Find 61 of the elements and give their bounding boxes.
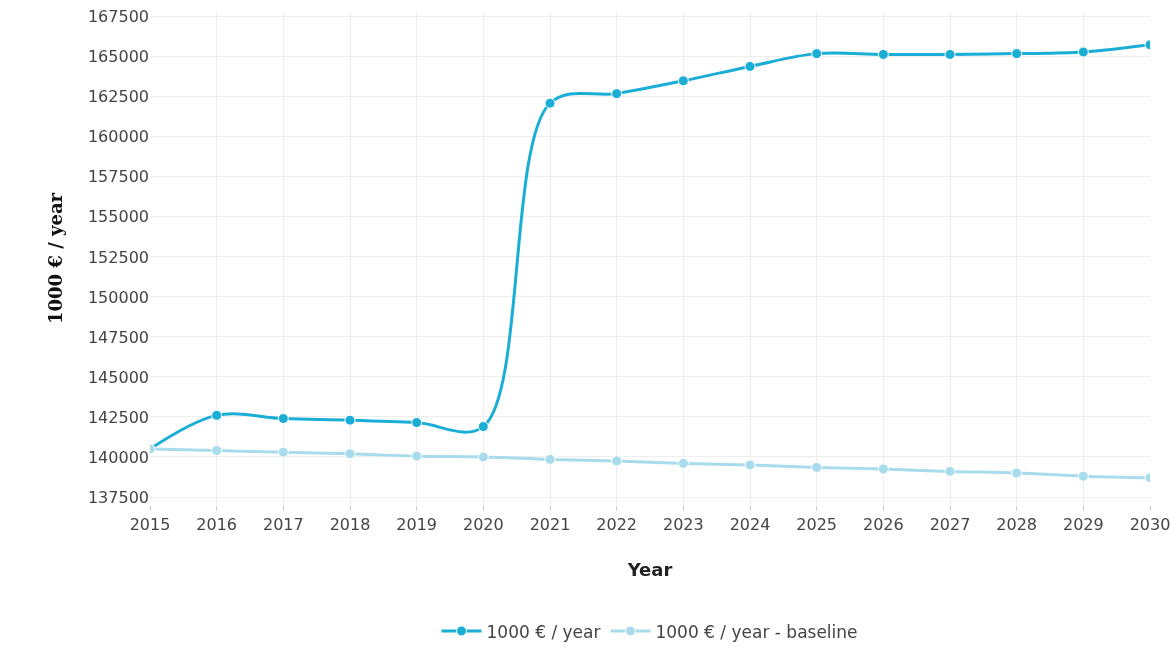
point — [677, 75, 689, 87]
point — [744, 459, 756, 471]
y-tick-label: 140000 — [87, 447, 149, 467]
x-tick-label: 2025 — [796, 515, 838, 535]
legend-label: 1000 € / year — [486, 621, 601, 642]
point — [411, 450, 423, 462]
x-tick-label: 2027 — [929, 515, 971, 535]
point — [1011, 467, 1023, 479]
y-tick-label: 152500 — [87, 247, 149, 267]
point — [277, 446, 289, 458]
point — [611, 88, 623, 100]
y-tick-label: 142500 — [87, 407, 149, 427]
x-tick-label: 2024 — [729, 515, 771, 535]
y-tick-label: 162500 — [87, 87, 149, 107]
point — [477, 421, 489, 433]
point — [211, 445, 223, 457]
point — [811, 48, 823, 60]
point — [677, 457, 689, 469]
x-tick-label: 2019 — [396, 515, 438, 535]
point — [477, 451, 489, 463]
point — [544, 97, 556, 109]
point — [277, 413, 289, 425]
x-tick-label: 2015 — [129, 515, 171, 535]
x-tick-label: 2023 — [662, 515, 704, 535]
x-tick-label: 2018 — [329, 515, 371, 535]
x-tick-label: 2021 — [529, 515, 571, 535]
y-tick-label: 155000 — [87, 207, 149, 227]
point — [811, 461, 823, 473]
y-tick-label: 147500 — [87, 327, 149, 347]
x-tick-label: 2030 — [1129, 515, 1171, 535]
y-tick-label: 157500 — [87, 167, 149, 187]
x-tick-label: 2028 — [996, 515, 1038, 535]
point — [944, 48, 956, 60]
point — [744, 60, 756, 72]
point — [877, 463, 889, 475]
point — [344, 448, 356, 460]
x-tick-label: 2022 — [596, 515, 638, 535]
y-tick-label: 165000 — [87, 47, 149, 67]
point — [1011, 48, 1023, 60]
point — [544, 453, 556, 465]
y-tick-label: 137500 — [87, 487, 149, 507]
x-tick-label: 2016 — [196, 515, 238, 535]
point — [411, 417, 423, 429]
point — [611, 455, 623, 467]
y-tick-label: 167500 — [87, 7, 149, 27]
x-axis-title: Year — [626, 559, 673, 581]
point — [877, 48, 889, 60]
y-tick-label: 160000 — [87, 127, 149, 147]
y-tick-label: 150000 — [87, 287, 149, 307]
x-tick-label: 2017 — [262, 515, 304, 535]
legend-label: 1000 € / year - baseline — [655, 621, 858, 642]
x-tick-label: 2026 — [862, 515, 904, 535]
point — [1077, 470, 1089, 482]
point — [944, 465, 956, 477]
point — [211, 409, 223, 421]
y-axis-title: 1000 € / year — [45, 192, 67, 325]
x-tick-label: 2020 — [462, 515, 504, 535]
x-tick-label: 2029 — [1062, 515, 1104, 535]
point — [1077, 46, 1089, 58]
point — [344, 414, 356, 426]
y-tick-label: 145000 — [87, 367, 149, 387]
